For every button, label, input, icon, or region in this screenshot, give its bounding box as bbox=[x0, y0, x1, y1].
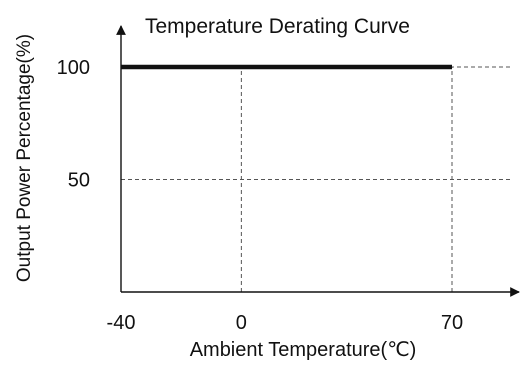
grid-lines bbox=[121, 66, 511, 292]
x-tick-label: 0 bbox=[236, 312, 247, 334]
x-tick-label: -40 bbox=[107, 312, 136, 334]
x-axis-label: Ambient Temperature(℃) bbox=[190, 339, 417, 361]
x-tick-label: 70 bbox=[441, 312, 463, 334]
chart-title: Temperature Derating Curve bbox=[145, 15, 410, 38]
y-axis-label: Output Power Percentage(%) bbox=[14, 34, 35, 282]
y-tick-label: 100 bbox=[57, 57, 90, 79]
y-tick-labels: 50 100 bbox=[57, 57, 90, 192]
x-tick-labels: -40 0 70 bbox=[107, 312, 464, 334]
y-tick-label: 50 bbox=[68, 170, 90, 192]
